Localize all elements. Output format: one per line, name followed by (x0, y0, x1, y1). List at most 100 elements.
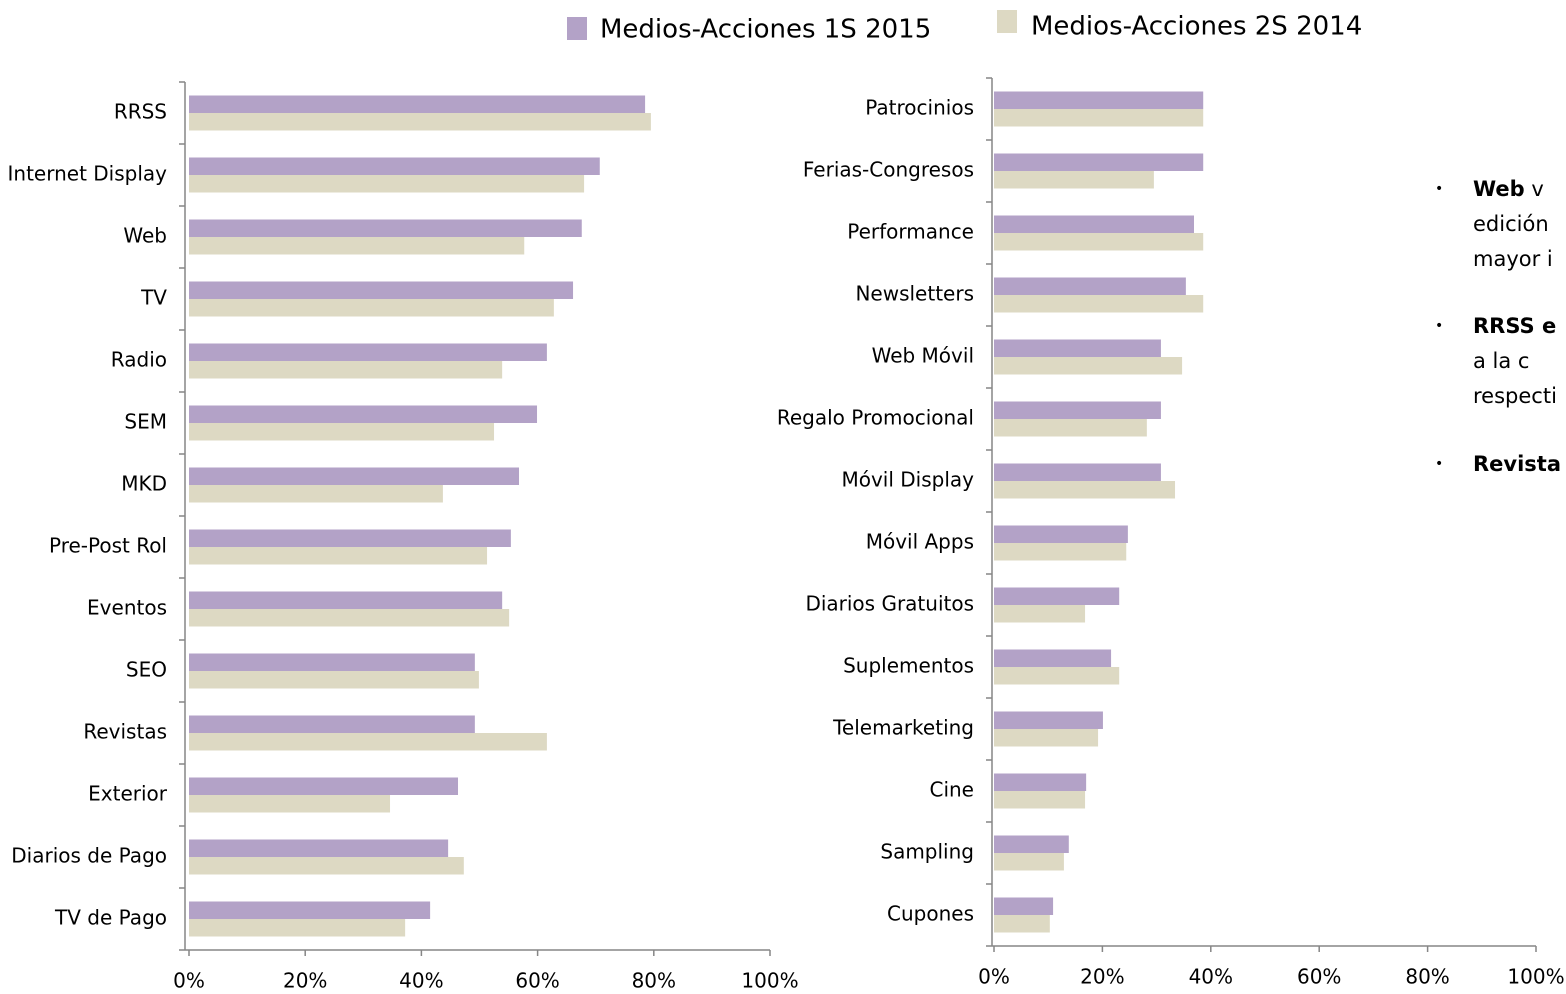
bar (189, 343, 547, 361)
bar (189, 485, 443, 503)
y-tick-label: Telemarketing (832, 716, 974, 740)
y-tick-label: Radio (111, 348, 167, 372)
x-tick-label: 60% (1297, 965, 1341, 989)
bullet: • (1435, 181, 1444, 197)
bar (994, 233, 1204, 251)
bar (994, 171, 1154, 189)
bar (994, 401, 1161, 419)
y-tick-label: Eventos (87, 596, 167, 620)
bar (189, 715, 475, 733)
bar (189, 591, 503, 609)
y-tick-label: Patrocinios (865, 96, 974, 120)
bar (189, 653, 475, 671)
note-body: Web v edición mayor i (1473, 172, 1553, 277)
bar (189, 919, 406, 937)
bar (994, 853, 1064, 871)
y-tick-label: Sampling (880, 840, 974, 864)
y-tick-label: Performance (847, 220, 974, 244)
note-bold: Revista (1473, 452, 1562, 476)
y-tick-label: SEO (126, 658, 167, 682)
bar (189, 281, 574, 299)
note-text: v (1531, 177, 1544, 201)
bullet: • (1435, 456, 1444, 472)
note-text: edición (1473, 212, 1549, 236)
bar (994, 357, 1183, 375)
bar (994, 463, 1161, 481)
bar (994, 711, 1103, 729)
y-tick-label: Web Móvil (872, 344, 974, 368)
bar (189, 219, 582, 237)
y-tick-label: Móvil Apps (866, 530, 974, 554)
bar (189, 95, 646, 113)
bar (189, 777, 459, 795)
y-tick-label: Revistas (83, 720, 167, 744)
bar (189, 299, 554, 317)
y-tick-label: Cine (929, 778, 974, 802)
y-tick-label: Diarios de Pago (11, 844, 167, 868)
bar (189, 609, 510, 627)
y-tick-label: Regalo Promocional (777, 406, 974, 430)
note-body: RRSS e a la c respecti (1473, 309, 1563, 414)
bar (994, 153, 1204, 171)
bar (994, 587, 1120, 605)
note-text: mayor i (1473, 247, 1553, 271)
legend-label: Medios-Acciones 1S 2015 (600, 15, 931, 45)
bar (994, 791, 1086, 809)
bar (994, 419, 1147, 437)
x-tick-label: 20% (1080, 965, 1124, 989)
bar (189, 529, 511, 547)
y-tick-label: Exterior (88, 782, 168, 806)
y-tick-label: TV de Pago (54, 906, 167, 930)
bar (994, 773, 1087, 791)
x-tick-label: 0% (978, 965, 1010, 989)
bar (994, 915, 1050, 933)
y-tick-label: Cupones (887, 902, 974, 926)
bar (994, 835, 1069, 853)
bar (189, 423, 495, 441)
note-text: a la c (1473, 349, 1530, 373)
y-tick-label: Ferias-Congresos (803, 158, 974, 182)
y-tick-label: Internet Display (8, 162, 168, 186)
note-bold: RRSS e (1473, 314, 1557, 338)
note-body: Revista presenta (1473, 447, 1566, 482)
bar (189, 901, 431, 919)
x-tick-label: 20% (283, 969, 327, 993)
y-tick-label: RRSS (114, 100, 167, 124)
bar (189, 467, 520, 485)
bar (994, 667, 1120, 685)
bar (189, 839, 449, 857)
bar (994, 277, 1186, 295)
legend-label: Medios-Acciones 2S 2014 (1031, 12, 1362, 42)
legend-swatch (567, 17, 587, 40)
bar (994, 91, 1204, 109)
bar (994, 649, 1112, 667)
y-tick-label: TV (140, 286, 167, 310)
bar (994, 543, 1127, 561)
x-tick-label: 80% (1405, 965, 1449, 989)
bar (994, 481, 1176, 499)
x-tick-label: 60% (515, 969, 559, 993)
y-tick-label: SEM (124, 410, 167, 434)
bar (994, 525, 1128, 543)
bar (189, 175, 585, 193)
bar (189, 237, 525, 255)
bar (189, 405, 538, 423)
bar (189, 857, 464, 875)
bar (994, 605, 1086, 623)
bullet: • (1435, 318, 1444, 334)
y-tick-label: Newsletters (855, 282, 974, 306)
bar (994, 295, 1204, 313)
x-tick-label: 40% (399, 969, 443, 993)
y-tick-label: MKD (121, 472, 167, 496)
x-tick-label: 0% (173, 969, 205, 993)
y-tick-label: Móvil Display (841, 468, 974, 492)
x-tick-label: 80% (632, 969, 676, 993)
legend-swatch (997, 10, 1017, 33)
y-tick-label: Diarios Gratuitos (805, 592, 974, 616)
bar (994, 729, 1099, 747)
note-bold: Web (1473, 177, 1525, 201)
x-tick-label: 40% (1189, 965, 1233, 989)
bar (994, 215, 1194, 233)
